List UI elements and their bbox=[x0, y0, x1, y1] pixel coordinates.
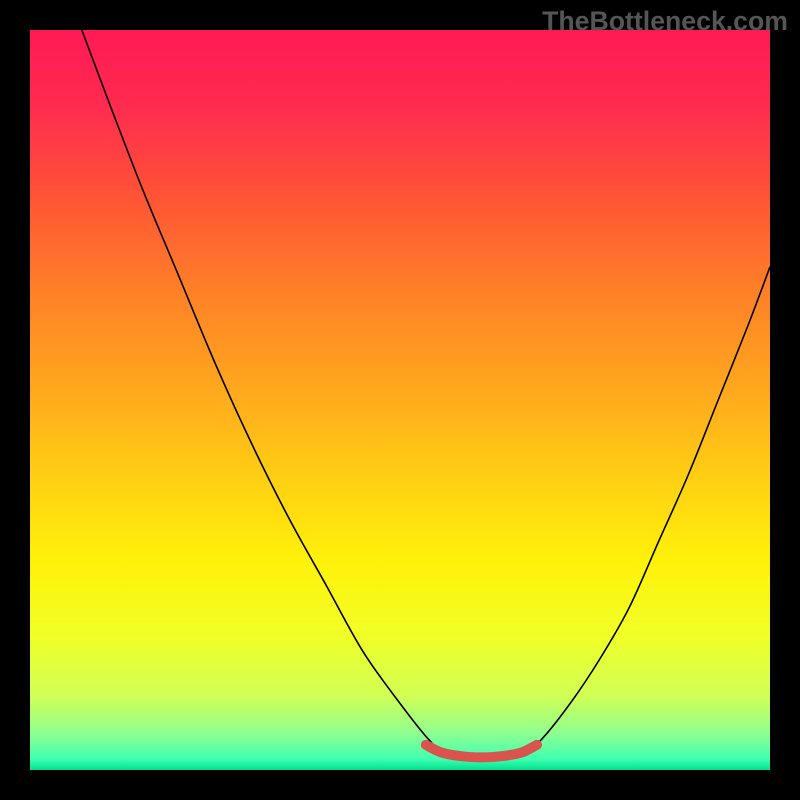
optimal-range-dot-right bbox=[532, 740, 542, 750]
plot-background bbox=[30, 30, 770, 770]
bottleneck-chart bbox=[0, 0, 800, 800]
optimal-range-dot-left bbox=[421, 740, 431, 750]
watermark-text: TheBottleneck.com bbox=[542, 6, 788, 37]
chart-container: TheBottleneck.com bbox=[0, 0, 800, 800]
